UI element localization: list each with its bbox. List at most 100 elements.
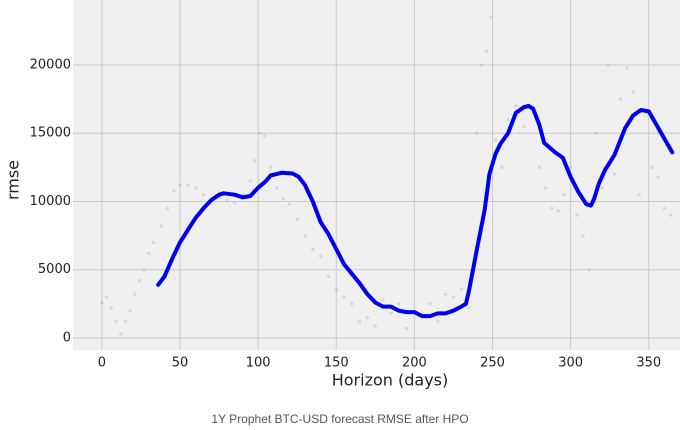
- point: [506, 117, 510, 122]
- point: [287, 202, 291, 206]
- point: [436, 320, 440, 324]
- point: [514, 104, 518, 108]
- point: [114, 320, 118, 324]
- point: [669, 213, 673, 217]
- point: [262, 134, 266, 138]
- point: [459, 287, 463, 291]
- point: [479, 63, 484, 67]
- point: [178, 183, 182, 187]
- point: [281, 197, 285, 201]
- point: [142, 268, 146, 272]
- point: [100, 300, 104, 305]
- point: [581, 234, 585, 238]
- point: [662, 206, 666, 210]
- x-tick-label: 50: [172, 356, 189, 371]
- point: [600, 186, 604, 190]
- point: [389, 311, 393, 316]
- point: [147, 251, 151, 255]
- point: [637, 193, 641, 197]
- point: [342, 295, 346, 299]
- point: [544, 186, 548, 190]
- point: [248, 179, 252, 183]
- y-tick-label: 20000: [30, 57, 71, 72]
- point: [522, 124, 526, 129]
- point: [575, 213, 579, 217]
- point: [109, 306, 113, 310]
- point: [556, 209, 560, 213]
- point: [467, 306, 471, 310]
- point: [569, 165, 573, 169]
- point: [606, 63, 610, 67]
- point: [326, 274, 331, 279]
- point: [350, 302, 354, 306]
- point: [625, 66, 629, 70]
- point: [428, 302, 432, 306]
- y-tick-label: 15000: [30, 126, 71, 141]
- caption: 1Y Prophet BTC-USD forecast RMSE after H…: [211, 412, 468, 426]
- point: [225, 198, 229, 202]
- x-tick-label: 350: [636, 356, 661, 371]
- point: [334, 288, 338, 292]
- point: [172, 188, 176, 193]
- x-tick-label: 150: [324, 356, 349, 371]
- point: [194, 186, 198, 190]
- point: [319, 254, 323, 258]
- point: [119, 332, 123, 336]
- point: [650, 165, 654, 169]
- point: [104, 295, 109, 299]
- x-tick-label: 100: [246, 356, 271, 371]
- point: [159, 224, 163, 228]
- y-axis-label: rmse: [4, 160, 23, 200]
- point: [233, 201, 237, 205]
- point: [631, 90, 635, 94]
- point: [201, 193, 206, 197]
- point: [133, 292, 137, 296]
- x-tick-label: 300: [558, 356, 583, 371]
- point: [494, 138, 498, 142]
- x-tick-label: 0: [98, 356, 106, 371]
- point: [123, 320, 127, 324]
- point: [489, 15, 493, 19]
- point: [451, 295, 456, 299]
- point: [269, 165, 273, 169]
- point: [151, 240, 156, 245]
- point: [303, 234, 307, 238]
- x-axis-label: Horizon (days): [332, 371, 449, 390]
- point: [550, 206, 554, 210]
- point: [128, 309, 132, 313]
- point: [484, 49, 488, 53]
- point: [612, 172, 616, 176]
- point: [500, 165, 504, 169]
- point: [275, 186, 279, 190]
- point: [537, 165, 541, 169]
- point: [562, 193, 566, 197]
- point: [253, 158, 257, 163]
- point: [656, 175, 660, 179]
- point: [444, 292, 448, 296]
- point: [295, 217, 299, 221]
- point: [475, 131, 479, 135]
- point: [358, 320, 362, 324]
- point: [186, 183, 190, 187]
- point: [381, 298, 385, 302]
- y-tick-label: 10000: [30, 194, 71, 209]
- x-tick-label: 250: [480, 356, 505, 371]
- point: [619, 97, 623, 101]
- y-tick-label: 0: [63, 330, 71, 345]
- point: [137, 279, 142, 283]
- point: [258, 131, 262, 135]
- point: [365, 315, 370, 320]
- point: [404, 326, 409, 331]
- point: [587, 268, 591, 272]
- point: [397, 302, 401, 306]
- plot-area: [73, 0, 680, 350]
- point: [373, 324, 377, 328]
- y-tick-label: 5000: [38, 262, 71, 277]
- point: [165, 206, 170, 210]
- line: [156, 103, 675, 319]
- x-tick-label: 200: [402, 356, 427, 371]
- point: [311, 247, 315, 251]
- point: [594, 131, 598, 135]
